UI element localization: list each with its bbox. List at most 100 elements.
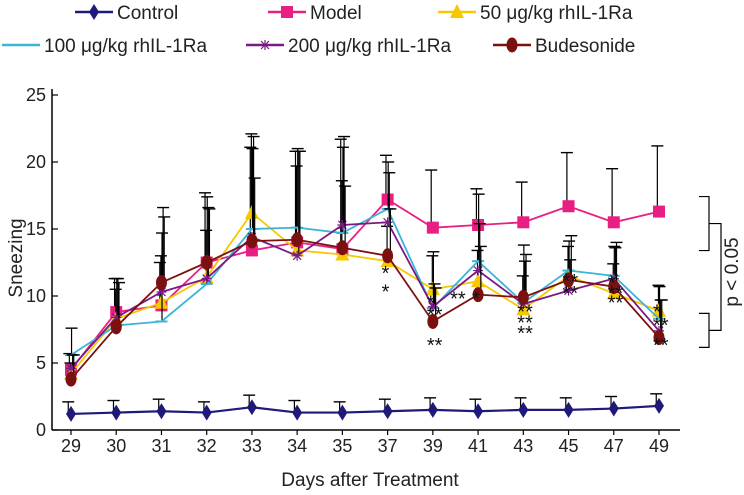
data-point bbox=[65, 371, 77, 387]
x-tick-label: 30 bbox=[106, 436, 126, 456]
data-point bbox=[563, 285, 574, 296]
significance-asterisk: * bbox=[382, 263, 390, 285]
axes: 0 5 10 15 20 25 29 30 31 32 33 34 35 37 39 41 43 45 47 49 bbox=[26, 85, 680, 456]
significance-asterisk: ** bbox=[427, 304, 443, 326]
x-tick-label: 33 bbox=[242, 436, 262, 456]
y-axis-label: Sneezing bbox=[6, 218, 27, 297]
significance-asterisk: ** bbox=[517, 323, 533, 345]
x-tick-label: 41 bbox=[468, 436, 488, 456]
series-layer bbox=[62, 133, 668, 422]
significance-asterisk: ** bbox=[653, 335, 669, 357]
data-point bbox=[246, 233, 258, 249]
y-tick-label: 25 bbox=[26, 85, 46, 105]
data-point bbox=[336, 240, 348, 256]
data-point bbox=[654, 397, 664, 414]
data-point bbox=[156, 286, 167, 297]
y-tick-label: 20 bbox=[26, 152, 46, 172]
x-tick-label: 34 bbox=[287, 436, 307, 456]
y-tick-label: 10 bbox=[26, 286, 46, 306]
bracket-lower bbox=[699, 312, 710, 348]
data-point bbox=[472, 287, 484, 303]
data-point bbox=[66, 363, 76, 374]
significance-asterisk: * bbox=[427, 292, 435, 314]
significance-asterisk: ** bbox=[563, 271, 579, 293]
data-point bbox=[292, 404, 303, 421]
series-control bbox=[62, 393, 664, 422]
y-tick-label: 5 bbox=[36, 353, 46, 373]
data-point bbox=[156, 403, 167, 420]
data-point bbox=[155, 275, 167, 291]
data-point bbox=[562, 200, 575, 213]
data-point bbox=[245, 244, 258, 257]
legend-label: Budesonide bbox=[535, 36, 635, 57]
data-point bbox=[111, 404, 122, 421]
legend-label: 100 μg/kg rhIL-1Ra bbox=[44, 36, 207, 57]
data-point bbox=[260, 40, 270, 50]
significance-bracket bbox=[699, 195, 722, 348]
significance-asterisk: ** bbox=[563, 283, 579, 305]
bracket-connector bbox=[709, 222, 722, 331]
significance-asterisk: ** bbox=[608, 292, 624, 314]
x-tick-label: 37 bbox=[378, 436, 398, 456]
data-point bbox=[201, 273, 212, 284]
legend-item-model: Model bbox=[268, 3, 362, 24]
y-tick-label: 15 bbox=[26, 219, 46, 239]
significance-asterisk: ** bbox=[450, 288, 466, 310]
data-point bbox=[246, 399, 257, 416]
significance-asterisk: ** bbox=[608, 283, 624, 305]
series-line bbox=[70, 404, 660, 416]
data-point bbox=[337, 404, 348, 421]
data-point bbox=[450, 4, 464, 18]
data-point bbox=[473, 265, 484, 276]
data-point bbox=[110, 319, 122, 335]
significance-asterisk: * bbox=[382, 282, 390, 304]
x-tick-label: 45 bbox=[559, 436, 579, 456]
data-point bbox=[382, 248, 394, 264]
data-point bbox=[563, 401, 574, 418]
significance-asterisk: * bbox=[608, 272, 616, 294]
x-tick-label: 35 bbox=[332, 436, 352, 456]
significance-label: p < 0.05 bbox=[722, 237, 743, 306]
x-tick-label: 31 bbox=[151, 436, 171, 456]
legend-item-control: Control bbox=[75, 3, 178, 24]
data-point bbox=[427, 301, 438, 312]
legend: Control Model 50 μg/kg rhIL-1Ra 100 μg/kg r… bbox=[2, 3, 635, 57]
series-line bbox=[70, 238, 660, 380]
data-point bbox=[608, 400, 619, 417]
series-50-g-kg-rhil-1ra bbox=[64, 133, 666, 380]
bracket-upper bbox=[699, 195, 710, 252]
data-point bbox=[473, 403, 484, 420]
data-point bbox=[337, 219, 348, 230]
significance-asterisk: ** bbox=[517, 302, 533, 324]
data-point bbox=[66, 405, 76, 422]
significance-asterisk: ** bbox=[427, 335, 443, 357]
data-point bbox=[506, 37, 518, 53]
data-point bbox=[382, 217, 393, 228]
legend-label: Control bbox=[117, 3, 178, 24]
x-tick-label: 47 bbox=[604, 436, 624, 456]
data-point bbox=[517, 289, 529, 305]
data-point bbox=[518, 401, 529, 418]
significance-asterisk: * bbox=[472, 288, 480, 310]
series-line bbox=[70, 221, 660, 369]
legend-label: 50 μg/kg rhIL-1Ra bbox=[480, 3, 633, 24]
data-point bbox=[427, 401, 438, 418]
data-point bbox=[563, 272, 575, 288]
x-tick-label: 43 bbox=[513, 436, 533, 456]
series-line bbox=[70, 207, 660, 356]
data-point bbox=[201, 404, 212, 421]
data-point bbox=[653, 330, 665, 346]
data-point bbox=[281, 6, 293, 18]
x-tick-label: 39 bbox=[423, 436, 443, 456]
x-axis-label: Days after Treatment bbox=[281, 470, 459, 491]
data-point bbox=[426, 221, 439, 234]
legend-item-budesonide: Budesonide bbox=[493, 36, 635, 57]
x-tick-label: 32 bbox=[197, 436, 217, 456]
data-point bbox=[653, 205, 665, 218]
data-point bbox=[607, 216, 620, 229]
significance-asterisk: ** bbox=[517, 312, 533, 334]
x-tick-label: 29 bbox=[61, 436, 81, 456]
legend-label: Model bbox=[310, 3, 362, 24]
data-point bbox=[201, 255, 213, 270]
